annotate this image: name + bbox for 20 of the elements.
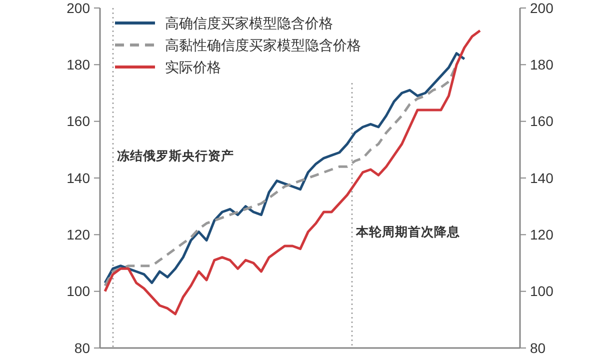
y-tick-label: 160 [66,113,90,130]
y2-tick-label: 140 [530,170,554,186]
legend-label: 高黏性确信度买家模型隐含价格 [165,36,361,53]
y2-tick-label: 160 [530,113,554,130]
y-tick-label: 100 [66,283,90,300]
legend-label: 高确信度买家模型隐含价格 [165,14,333,31]
line-series [104,29,482,316]
y-tick-label: 180 [66,56,90,73]
y-tick-label: 80 [74,340,90,356]
y2-tick-label: 80 [530,340,546,356]
y2-tick-label: 120 [530,226,554,243]
y2-tick-label: 200 [530,0,554,16]
y2-tick-label: 100 [530,283,554,300]
annotation: 冻结俄罗斯央行资产 [117,148,234,163]
annotation: 本轮周期首次降息 [355,224,461,239]
y-tick-label: 200 [66,0,90,16]
legend-label: 实际价格 [165,58,221,75]
y-tick-label: 120 [66,226,90,243]
y2-tick-label: 180 [530,56,554,73]
y-tick-label: 140 [66,170,90,186]
